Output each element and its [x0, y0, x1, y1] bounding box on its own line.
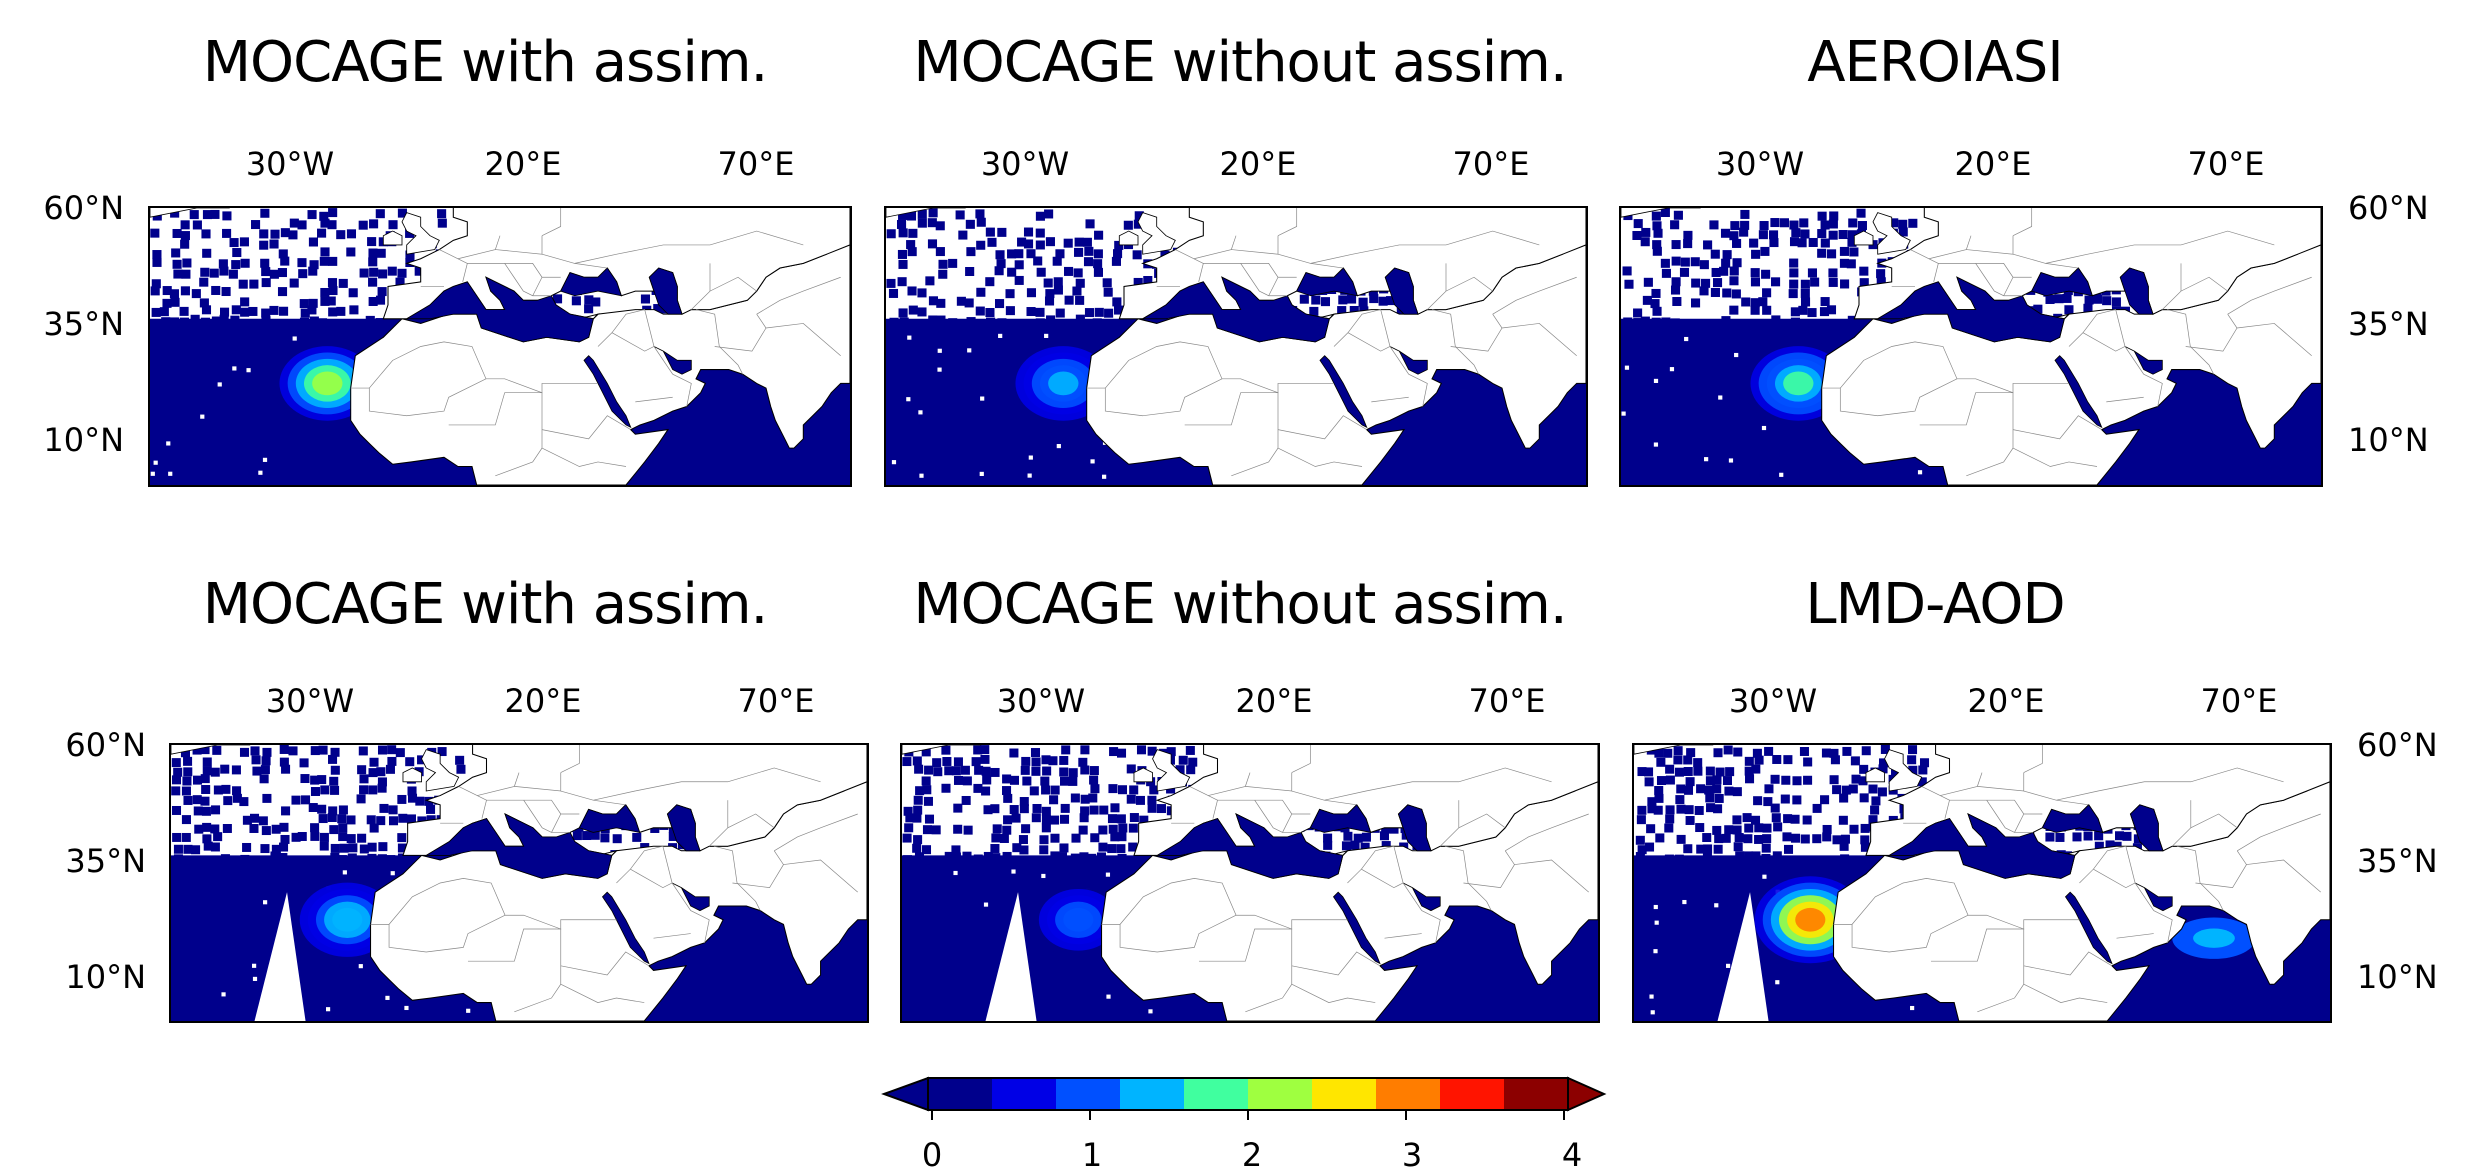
colorbar-bin: [1184, 1078, 1248, 1110]
map-panel-6: [1632, 743, 2332, 1023]
lat-tick-label: 35°N: [2348, 305, 2429, 343]
panel-title-1: MOCAGE with assim.: [203, 30, 768, 95]
map-panel-5: [900, 743, 1600, 1023]
lon-tick-label: 20°E: [1236, 682, 1313, 720]
lon-tick-label: 70°E: [718, 145, 795, 183]
panel-title-5: MOCAGE without assim.: [913, 572, 1566, 637]
lon-tick-label: 70°E: [2201, 682, 2278, 720]
lon-tick-label: 20°E: [505, 682, 582, 720]
colorbar-tick-label: 2: [1242, 1136, 1262, 1174]
colorbar-bin: [1440, 1078, 1504, 1110]
lon-tick-label: 20°E: [485, 145, 562, 183]
lat-tick-label: 35°N: [2357, 842, 2438, 880]
colorbar-tick-label: 0: [922, 1136, 942, 1174]
colorbar-bin: [1248, 1078, 1312, 1110]
map-panel-3: [1619, 206, 2323, 487]
colorbar-bin: [1056, 1078, 1120, 1110]
lat-tick-label: 10°N: [65, 958, 146, 996]
lat-tick-label: 10°N: [2357, 958, 2438, 996]
lon-tick-label: 30°W: [997, 682, 1085, 720]
lat-tick-label: 60°N: [43, 189, 124, 227]
lon-tick-label: 30°W: [1729, 682, 1817, 720]
lat-tick-label: 10°N: [2348, 421, 2429, 459]
colorbar-bin: [1312, 1078, 1376, 1110]
panel-title-3: AEROIASI: [1807, 30, 2063, 95]
lat-tick-label: 10°N: [43, 421, 124, 459]
lat-tick-label: 35°N: [43, 305, 124, 343]
panel-title-6: LMD-AOD: [1805, 572, 2064, 637]
colorbar-tick-label: 1: [1082, 1136, 1102, 1174]
lon-tick-label: 20°E: [1968, 682, 2045, 720]
lon-tick-label: 30°W: [246, 145, 334, 183]
colorbar-extend-min: [884, 1078, 928, 1110]
colorbar-bin: [992, 1078, 1056, 1110]
colorbar-bin: [1120, 1078, 1184, 1110]
lon-tick-label: 30°W: [1716, 145, 1804, 183]
lon-tick-label: 30°W: [981, 145, 1069, 183]
colorbar-bin: [928, 1078, 992, 1110]
map-panel-4: [169, 743, 869, 1023]
colorbar-extend-max: [1568, 1078, 1604, 1110]
colorbar-tick-label: 3: [1402, 1136, 1422, 1174]
lon-tick-label: 70°E: [1469, 682, 1546, 720]
lon-tick-label: 20°E: [1220, 145, 1297, 183]
lon-tick-label: 30°W: [266, 682, 354, 720]
map-panel-1: [148, 206, 852, 487]
map-panel-2: [884, 206, 1588, 487]
lon-tick-label: 70°E: [738, 682, 815, 720]
panel-title-4: MOCAGE with assim.: [203, 572, 768, 637]
lat-tick-label: 60°N: [65, 726, 146, 764]
colorbar-tick-label: 4: [1562, 1136, 1582, 1174]
colorbar-bin: [1504, 1078, 1568, 1110]
colorbar-bin: [1376, 1078, 1440, 1110]
lat-tick-label: 35°N: [65, 842, 146, 880]
lon-tick-label: 70°E: [1453, 145, 1530, 183]
panel-title-2: MOCAGE without assim.: [913, 30, 1566, 95]
lat-tick-label: 60°N: [2348, 189, 2429, 227]
colorbar: [880, 1072, 1608, 1122]
lon-tick-label: 70°E: [2188, 145, 2265, 183]
lon-tick-label: 20°E: [1955, 145, 2032, 183]
lat-tick-label: 60°N: [2357, 726, 2438, 764]
